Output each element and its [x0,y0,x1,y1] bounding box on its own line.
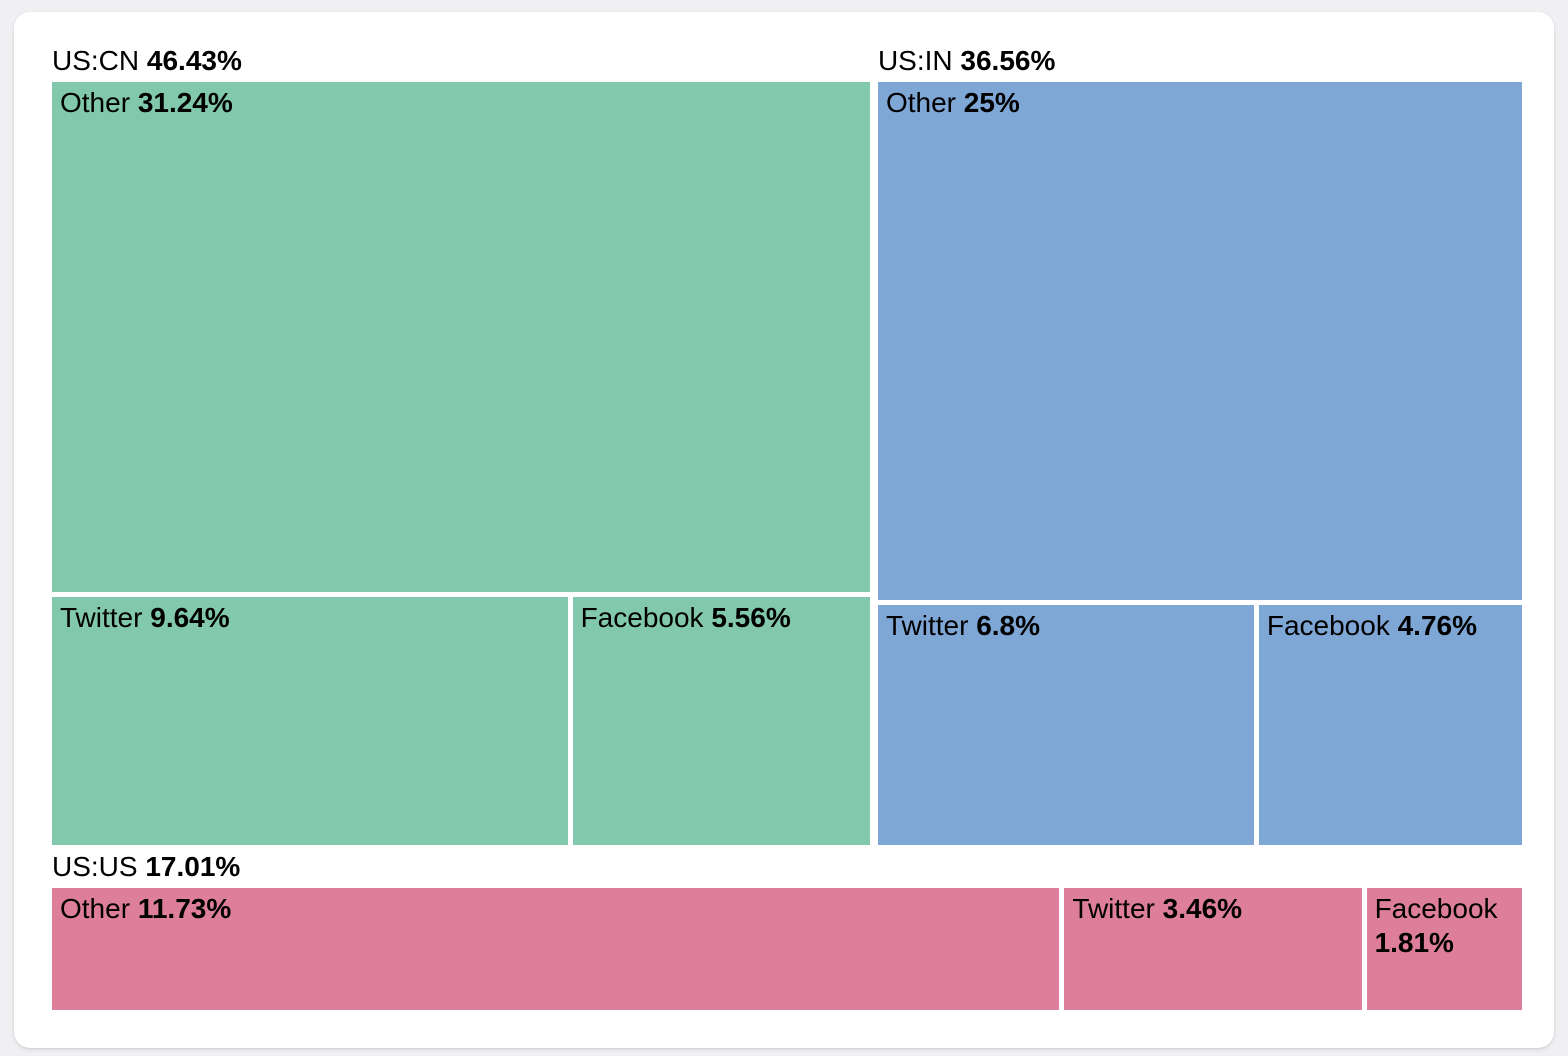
cell-label: Twitter 9.64% [60,601,230,633]
group-value: 17.01% [145,851,241,882]
cell-us-in-other[interactable]: Other 25% [877,82,1522,601]
cell-label: Facebook 5.56% [580,601,791,633]
group-cells-us-cn: Other 31.24% Twitter 9.64% Facebook 5.56… [52,82,870,845]
treemap-top-row: US:CN 46.43% Other 31.24% Twitter 9.64% … [52,44,1522,845]
cell-label: Facebook 1.81% [1374,893,1498,958]
group-label: US:IN [877,45,953,76]
cell-label: Other 25% [885,87,1020,118]
group-cells-us-in: Other 25% Twitter 6.8% Facebook 4.76% [877,82,1522,845]
group-header-us-cn: US:CN 46.43% [52,44,870,82]
group-value: 46.43% [146,45,242,76]
cell-us-cn-other[interactable]: Other 31.24% [52,82,870,592]
treemap-chart: US:CN 46.43% Other 31.24% Twitter 9.64% … [52,44,1523,1010]
cell-us-us-twitter[interactable]: Twitter 3.46% [1064,888,1362,1010]
cell-label: Facebook 4.76% [1266,610,1478,642]
group-header-us-in: US:IN 36.56% [878,44,1522,82]
group-label: US:CN [52,45,140,76]
cell-us-in-facebook[interactable]: Facebook 4.76% [1258,605,1522,845]
cell-us-us-facebook[interactable]: Facebook 1.81% [1366,888,1523,1010]
cell-us-in-twitter[interactable]: Twitter 6.8% [877,605,1254,845]
cell-label: Other 31.24% [60,87,233,118]
group-us-in-bottom-row: Twitter 6.8% Facebook 4.76% [877,605,1522,845]
group-label: US:US [52,851,138,882]
treemap-card: US:CN 46.43% Other 31.24% Twitter 9.64% … [14,12,1554,1048]
group-us-in: US:IN 36.56% Other 25% Twitter 6.8% Face… [877,44,1522,845]
cell-us-us-other[interactable]: Other 11.73% [52,888,1060,1010]
cell-label: Twitter 3.46% [1072,893,1243,924]
cell-us-cn-facebook[interactable]: Facebook 5.56% [572,596,870,845]
cell-label: Twitter 6.8% [885,610,1041,642]
group-us-us: US:US 17.01% Other 11.73% Twitter 3.46% … [52,850,1523,1010]
group-cells-us-us: Other 11.73% Twitter 3.46% Facebook 1.81… [52,888,1523,1010]
cell-us-cn-twitter[interactable]: Twitter 9.64% [52,596,568,845]
group-us-cn-bottom-row: Twitter 9.64% Facebook 5.56% [52,596,870,845]
group-header-us-us: US:US 17.01% [52,850,1522,888]
cell-label: Other 11.73% [60,893,232,924]
group-us-cn: US:CN 46.43% Other 31.24% Twitter 9.64% … [52,44,870,845]
group-value: 36.56% [960,45,1056,76]
